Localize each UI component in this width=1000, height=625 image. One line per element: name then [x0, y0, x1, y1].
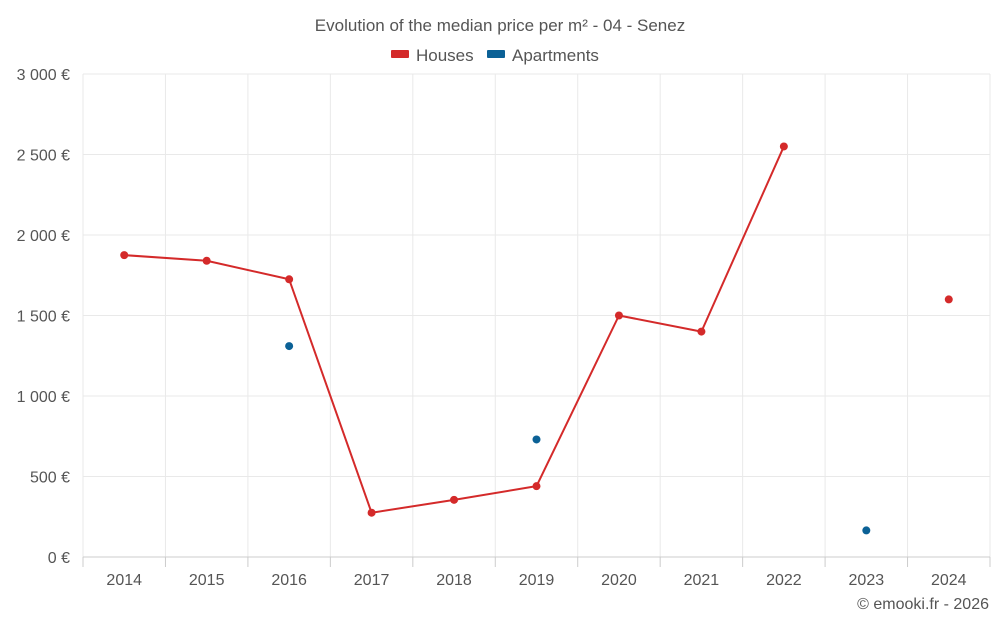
y-tick-label: 2 000 €: [17, 228, 70, 245]
legend-swatch-houses: [391, 50, 409, 58]
chart-title: Evolution of the median price per m² - 0…: [315, 16, 685, 35]
y-tick-label: 0 €: [48, 550, 70, 567]
legend-item-houses[interactable]: Houses: [391, 46, 474, 65]
x-tick-label: 2014: [106, 572, 142, 589]
series-houses: [120, 142, 953, 517]
x-tick-label: 2015: [189, 572, 225, 589]
data-point-houses-2019[interactable]: [532, 482, 541, 491]
series-line-houses: [124, 146, 785, 514]
data-point-houses-2020[interactable]: [614, 311, 623, 320]
x-tick-label: 2016: [271, 572, 307, 589]
data-point-houses-2015[interactable]: [202, 256, 211, 265]
x-tick-label: 2020: [601, 572, 637, 589]
data-point-houses-2017[interactable]: [367, 508, 376, 517]
data-point-apartments-2023[interactable]: [862, 526, 871, 535]
data-point-houses-2018[interactable]: [450, 495, 459, 504]
x-tick-label: 2022: [766, 572, 802, 589]
legend-label-houses: Houses: [416, 46, 474, 65]
legend: Houses Apartments: [391, 46, 599, 65]
legend-item-apartments[interactable]: Apartments: [487, 46, 599, 65]
data-point-apartments-2019[interactable]: [532, 435, 541, 444]
y-tick-label: 500 €: [30, 470, 70, 487]
legend-label-apartments: Apartments: [512, 46, 599, 65]
y-tick-label: 1 000 €: [17, 389, 70, 406]
y-tick-label: 1 500 €: [17, 309, 70, 326]
data-point-houses-2016[interactable]: [285, 275, 294, 284]
x-tick-label: 2018: [436, 572, 472, 589]
x-tick-label: 2017: [354, 572, 390, 589]
y-tick-label: 3 000 €: [17, 67, 70, 84]
y-axis-ticks: 0 € 500 € 1 000 € 1 500 € 2 000 € 2 500 € 3 00…: [17, 67, 70, 567]
series-apartments: [285, 342, 871, 535]
x-tick-label: 2023: [849, 572, 885, 589]
legend-swatch-apartments: [487, 50, 505, 58]
x-tick-label: 2024: [931, 572, 967, 589]
x-tick-label: 2021: [684, 572, 720, 589]
grid: [82, 73, 991, 557]
x-tick-label: 2019: [519, 572, 555, 589]
data-point-houses-2014[interactable]: [120, 251, 129, 260]
x-axis-ticks: 2014 2015 2016 2017 2018 2019 2020 2021 2022 2023…: [82, 556, 991, 589]
data-point-houses-2022[interactable]: [779, 142, 788, 151]
y-tick-label: 2 500 €: [17, 148, 70, 165]
series-layer: [120, 142, 953, 535]
data-point-houses-2021[interactable]: [697, 327, 706, 336]
credit-text: © emooki.fr - 2026: [857, 596, 989, 613]
data-point-apartments-2016[interactable]: [285, 342, 294, 351]
data-point-houses-2024[interactable]: [944, 295, 953, 304]
